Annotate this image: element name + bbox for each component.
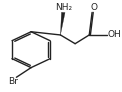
Text: NH₂: NH₂ <box>55 3 72 12</box>
Text: O: O <box>91 3 98 12</box>
Polygon shape <box>60 12 65 35</box>
Text: OH: OH <box>107 30 121 39</box>
Text: Br: Br <box>8 77 18 86</box>
